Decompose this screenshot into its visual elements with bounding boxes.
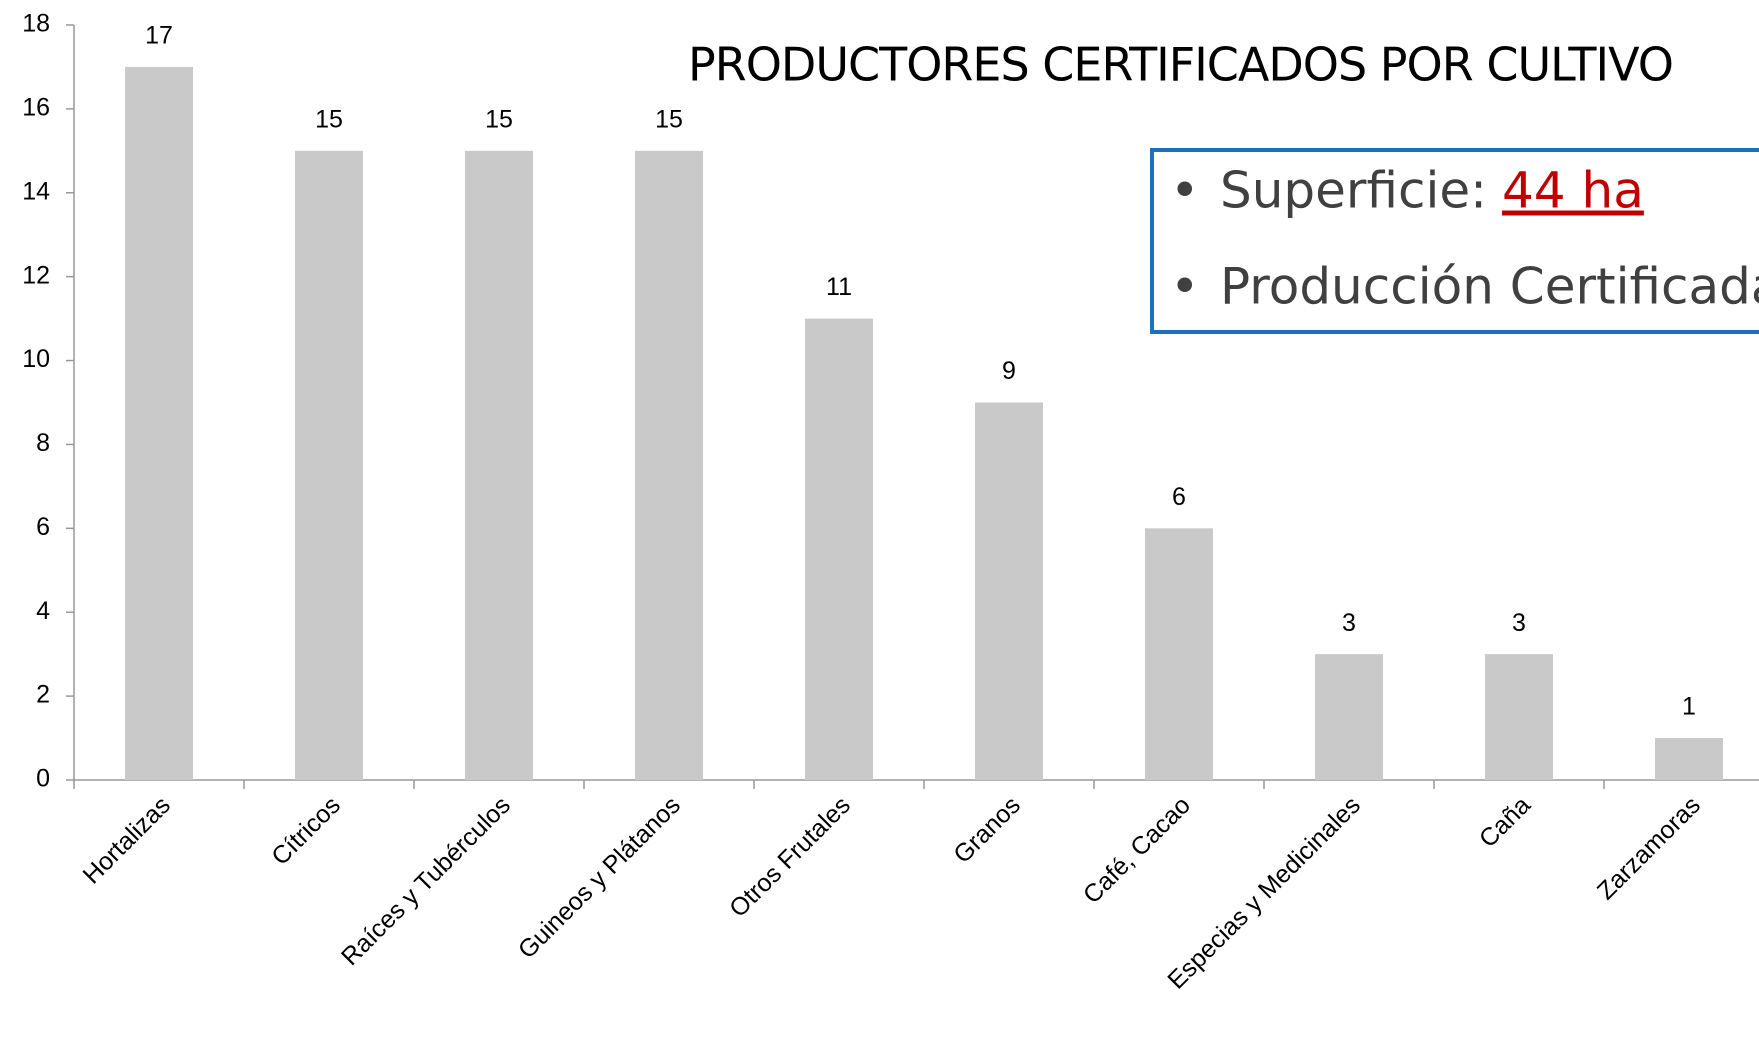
info-value: 44 ha [1502,162,1644,220]
bar [1315,654,1383,780]
bar [635,150,703,781]
value-label: 15 [315,105,343,133]
x-tick-label: Hortalizas [78,791,176,889]
value-label: 3 [1342,609,1356,637]
bar [125,66,193,780]
bar [1655,738,1723,780]
y-tick-label: 12 [22,261,50,289]
info-label: Superficie: [1220,162,1487,220]
y-tick-label: 18 [22,10,50,38]
bar [295,150,363,781]
value-label: 15 [485,105,513,133]
x-tick-label: Cítricos [266,791,346,871]
x-tick-label: Café, Cacao [1078,791,1196,909]
y-tick-label: 6 [36,513,50,541]
y-tick-label: 10 [22,345,50,373]
info-box [1150,148,1759,334]
x-tick-label: Otros Frutales [724,791,856,923]
y-tick-label: 16 [22,93,50,121]
value-label: 3 [1512,609,1526,637]
value-label: 15 [655,105,683,133]
y-tick-label: 8 [36,429,50,457]
value-label: 6 [1172,483,1186,511]
x-tick-label: Granos [948,791,1026,869]
bar [1485,654,1553,780]
bar [1145,528,1213,780]
x-tick-label: Caña [1474,791,1536,853]
y-tick-label: 4 [36,597,50,625]
x-tick-label: Zarzamoras [1592,791,1706,905]
bar [465,150,533,781]
value-label: 9 [1002,357,1016,385]
value-label: 17 [145,22,173,50]
info-label: Producción Certificada [1220,258,1759,316]
y-tick-label: 2 [36,681,50,709]
bullet: • [1170,162,1200,220]
y-tick-label: 0 [36,765,50,793]
value-label: 1 [1682,693,1696,721]
bullet: • [1170,258,1200,316]
y-tick-label: 14 [22,177,50,205]
x-tick-label: Raíces y Tubérculos [336,791,516,971]
chart-title: PRODUCTORES CERTIFICADOS POR CULTIVO [688,38,1673,92]
x-tick-label: Especias y Medicinales [1162,791,1366,995]
bar [805,318,873,780]
x-tick-label: Guineos y Plátanos [513,791,686,964]
value-label: 11 [826,273,852,301]
bar [975,402,1043,780]
